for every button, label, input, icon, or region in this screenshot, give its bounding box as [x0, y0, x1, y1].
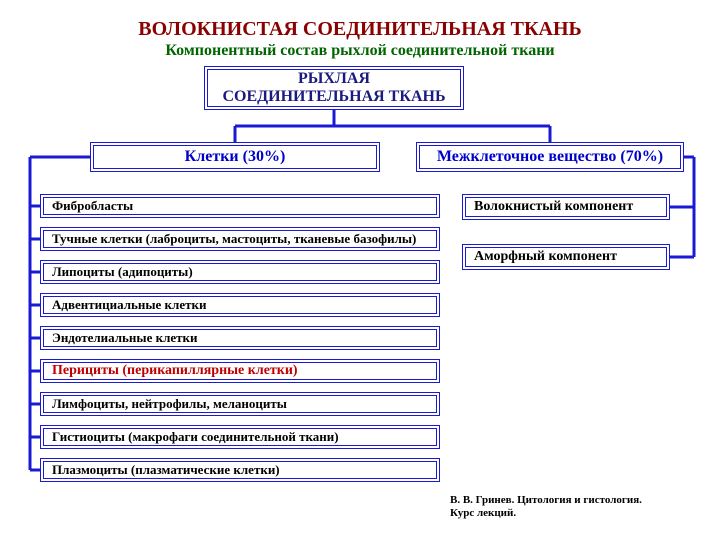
left-category-header: Клетки (30%): [90, 142, 380, 172]
right-item: Аморфный компонент: [462, 244, 670, 270]
left-item: Фибробласты: [40, 194, 440, 218]
footer-credit: В. В. Гринев. Цитология и гистология. Ку…: [450, 494, 642, 520]
right-category-header: Межклеточное вещество (70%): [416, 142, 684, 172]
left-item: Тучные клетки (лаброциты, мастоциты, тка…: [40, 227, 440, 251]
left-item: Гистиоциты (макрофаги соединительной тка…: [40, 425, 440, 449]
subtitle: Компонентный состав рыхлой соединительно…: [0, 42, 720, 60]
right-item: Волокнистый компонент: [462, 194, 670, 220]
root-line2: СОЕДИНИТЕЛЬНАЯ ТКАНЬ: [222, 88, 445, 106]
root-line1: РЫХЛАЯ: [222, 70, 445, 88]
left-item: Адвентициальные клетки: [40, 293, 440, 317]
root-node: РЫХЛАЯ СОЕДИНИТЕЛЬНАЯ ТКАНЬ: [204, 66, 464, 110]
left-item: Лимфоциты, нейтрофилы, меланоциты: [40, 392, 440, 416]
main-title: ВОЛОКНИСТАЯ СОЕДИНИТЕЛЬНАЯ ТКАНЬ: [0, 18, 720, 41]
left-item: Эндотелиальные клетки: [40, 326, 440, 350]
left-item: Плазмоциты (плазматические клетки): [40, 458, 440, 482]
left-item: Перициты (перикапиллярные клетки): [40, 359, 440, 383]
left-item: Липоциты (адипоциты): [40, 260, 440, 284]
